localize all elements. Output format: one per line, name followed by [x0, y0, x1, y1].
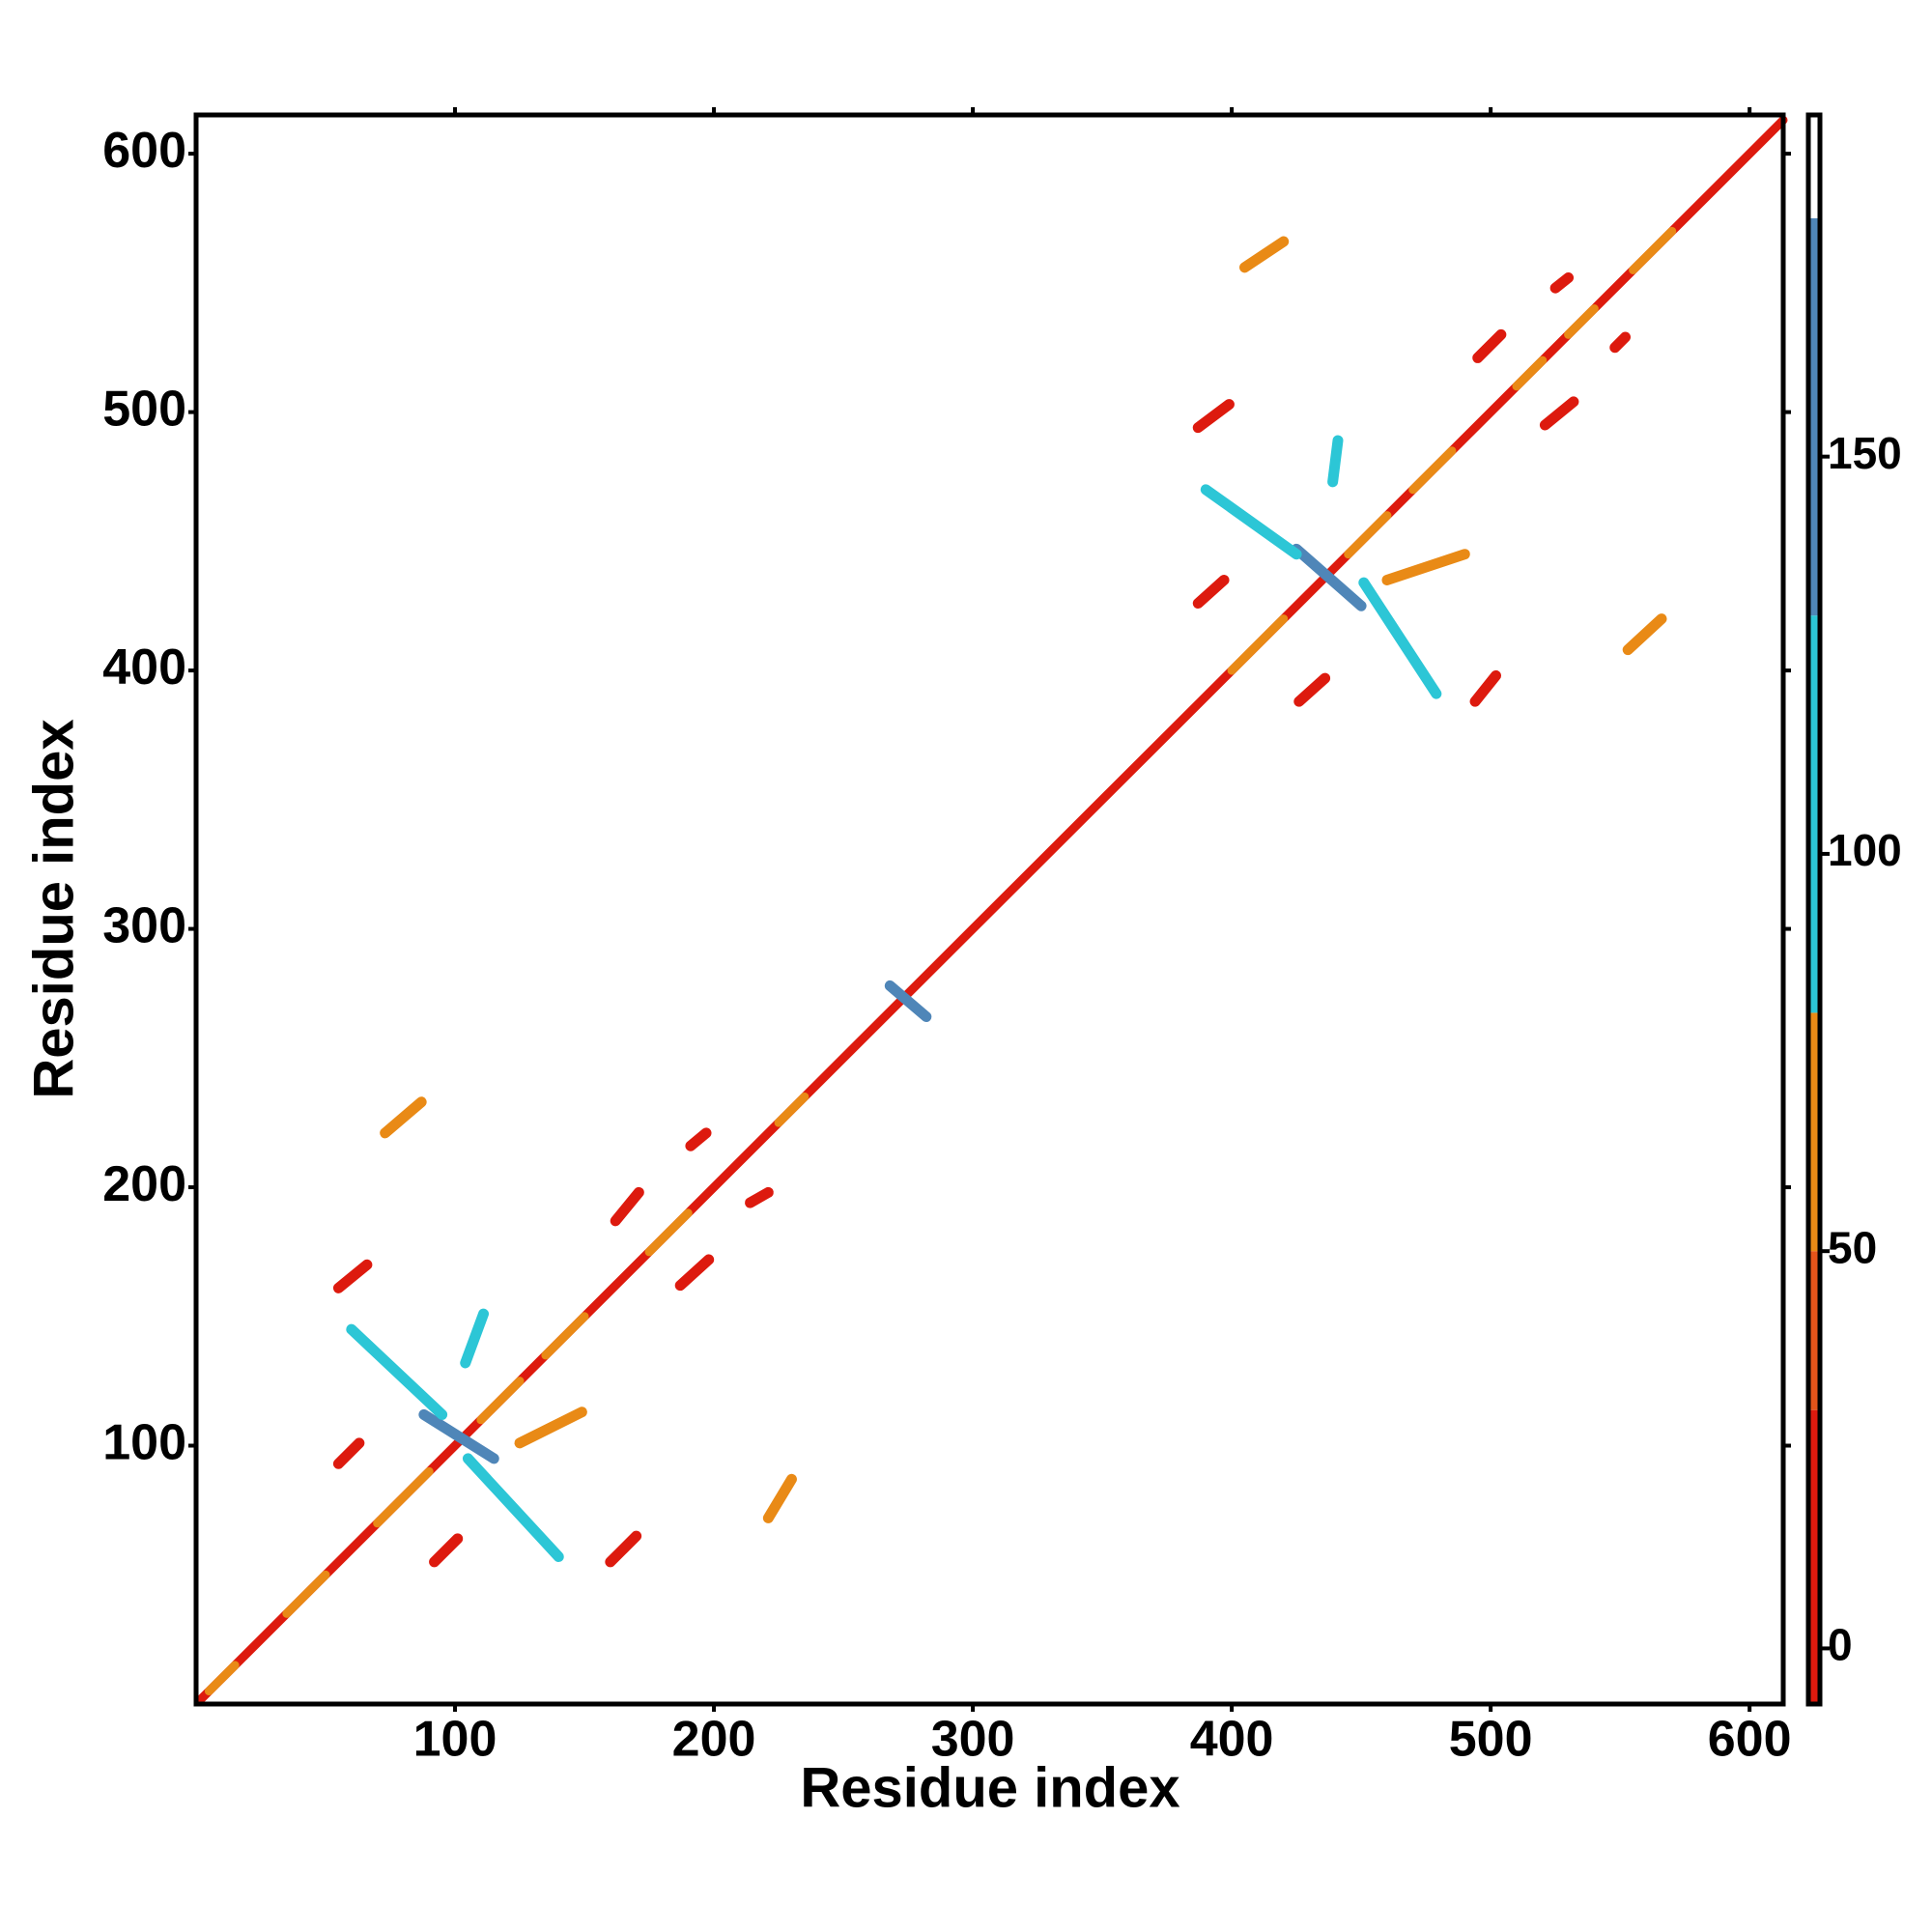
contact-segment: [332, 1259, 373, 1293]
contact-segment: [194, 115, 1788, 1706]
contact-segment: [476, 1377, 525, 1425]
contact-segment: [1629, 226, 1677, 274]
contact-segment: [644, 1208, 693, 1257]
x-tick-label: 600: [1708, 1712, 1792, 1768]
y-tick-label: 500: [102, 381, 186, 437]
contact-segment: [884, 980, 932, 1023]
colorbar-tick-label: 100: [1828, 825, 1902, 875]
contact-segment: [460, 1308, 490, 1369]
x-tick-label: 100: [413, 1712, 497, 1768]
colorbar-tick-label: 0: [1828, 1620, 1853, 1670]
contact-segment: [462, 1453, 564, 1563]
contact-segment: [541, 1312, 589, 1360]
contact-segment: [1622, 613, 1667, 656]
contact-segment: [1549, 272, 1575, 294]
colorbar-band: [1808, 1409, 1820, 1704]
x-tick-label: 300: [931, 1712, 1015, 1768]
contact-segment: [1293, 672, 1331, 707]
x-tick-label: 400: [1190, 1712, 1274, 1768]
contact-segment: [514, 1406, 587, 1449]
colorbar-band: [1808, 615, 1820, 1013]
x-tick-label: 500: [1449, 1712, 1533, 1768]
contact-segment: [745, 1186, 774, 1208]
x-tick-label: 200: [672, 1712, 756, 1768]
contact-segment: [1358, 577, 1442, 699]
contact-segment: [204, 1661, 240, 1696]
contact-segment: [685, 1127, 712, 1151]
x-axis-label: Residue index: [800, 1756, 1179, 1819]
contact-segment: [1539, 396, 1579, 431]
colorbar-band: [1808, 115, 1820, 218]
contact-segment: [774, 1092, 810, 1127]
plot-frame: [193, 112, 1786, 1707]
contact-segment: [1200, 484, 1302, 560]
colorbar-tick-label: 150: [1828, 428, 1902, 478]
colorbar-frame: [1805, 112, 1823, 1707]
colorbar-band: [1808, 1251, 1820, 1410]
contact-segment: [1344, 511, 1392, 559]
contact-segment: [1291, 543, 1367, 611]
y-tick-label: 600: [102, 123, 186, 179]
contact-segment: [1239, 236, 1290, 273]
contact-segment: [1609, 331, 1632, 354]
contact-segment: [1192, 399, 1235, 434]
contact-segment: [1227, 614, 1289, 675]
contact-segment: [429, 1533, 464, 1568]
y-axis-label: Residue index: [22, 719, 85, 1098]
contact-segment: [1564, 304, 1599, 339]
contact-segment: [1469, 669, 1501, 707]
contact-segment: [332, 1437, 365, 1469]
contact-segment: [373, 1466, 434, 1528]
y-tick-label: 200: [102, 1156, 186, 1212]
contact-segment: [1472, 328, 1507, 363]
colorbar-tick-label: 50: [1828, 1222, 1877, 1272]
contact-segment: [1512, 355, 1548, 391]
y-tick-label: 100: [102, 1414, 186, 1470]
contact-segment: [1408, 446, 1457, 495]
contact-segment: [1192, 574, 1230, 610]
y-tick-label: 300: [102, 897, 186, 953]
contact-segment: [282, 1570, 330, 1618]
contact-segment: [610, 1186, 644, 1227]
contact-segment: [1381, 549, 1470, 585]
contact-segment: [380, 1096, 427, 1139]
contact-segment: [674, 1254, 715, 1292]
contact-segment: [1327, 435, 1344, 488]
colorbar-band: [1808, 1012, 1820, 1252]
contact-segment: [346, 1323, 448, 1420]
contact-segment: [605, 1530, 642, 1568]
colorbar-band: [1808, 217, 1820, 616]
contact-segment: [762, 1473, 797, 1523]
contact-segment: [418, 1408, 499, 1464]
y-tick-label: 400: [102, 639, 186, 696]
